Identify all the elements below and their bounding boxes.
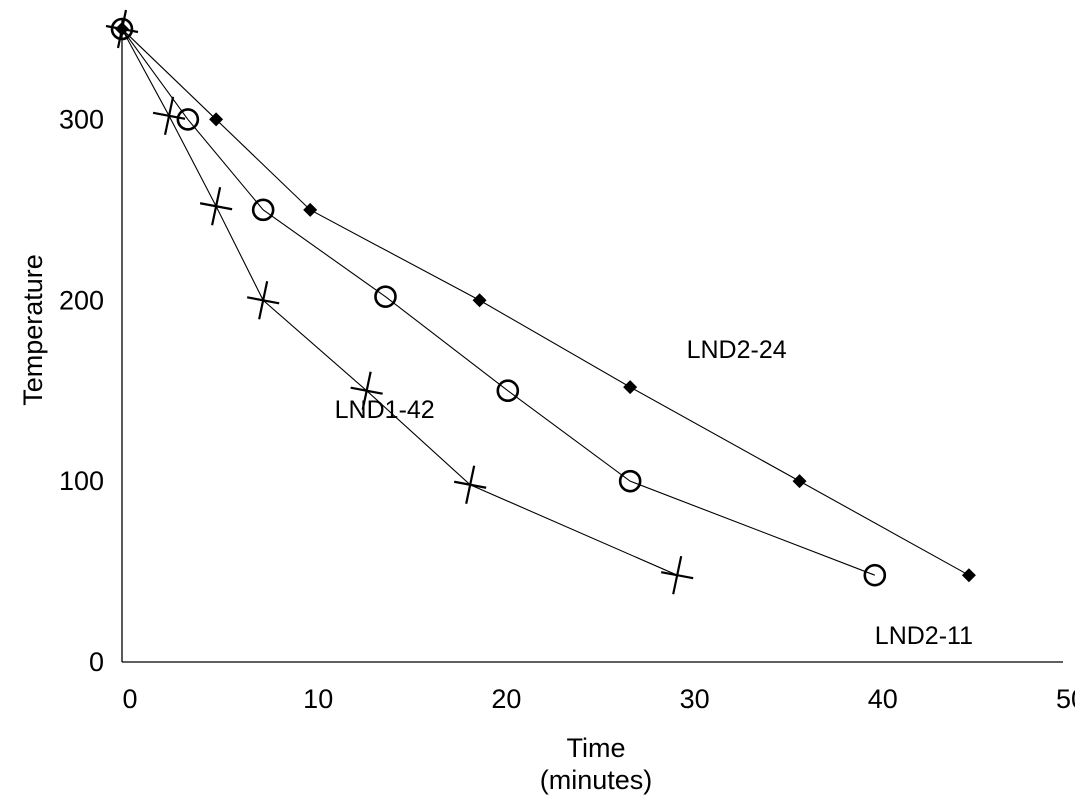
series-line — [121, 28, 875, 576]
circle-marker — [863, 563, 887, 587]
diamond-marker — [209, 112, 224, 127]
x-axis-title-line1: Time — [567, 733, 626, 763]
annotations: LND2-24 LND1-42 LND2-11 — [335, 336, 973, 650]
x-cross-stroke — [258, 281, 269, 320]
y-tick-label: 0 — [89, 647, 104, 677]
annotation-label: LND1-42 — [335, 396, 435, 424]
x-tick-label: 10 — [303, 684, 333, 714]
diamond-marker — [623, 380, 638, 395]
x-cross-stroke — [163, 96, 175, 136]
diamond-marker — [303, 202, 318, 217]
x-tick-label: 30 — [680, 684, 710, 714]
x-tick-label: 40 — [868, 684, 898, 714]
series-line — [121, 28, 678, 576]
annotation-label: LND2-11 — [875, 622, 973, 650]
series-lines — [121, 28, 970, 576]
x-cross-marker — [246, 281, 280, 320]
circle-marker — [496, 379, 520, 403]
x-cross-marker — [152, 96, 186, 136]
axes — [121, 19, 1063, 663]
x-cross-marker — [199, 187, 233, 226]
circle-marker — [110, 17, 134, 41]
circle-marker — [176, 108, 200, 131]
series-line — [121, 28, 970, 576]
x-axis-title-line2: (minutes) — [540, 765, 653, 795]
x-cross-stroke — [465, 465, 476, 504]
y-tick-label: 200 — [59, 285, 104, 315]
x-cross-stroke — [211, 187, 222, 226]
x-cross-stroke — [361, 371, 372, 410]
x-cross-marker — [105, 9, 139, 49]
x-cross-marker — [350, 371, 383, 410]
circle-marker — [618, 469, 642, 493]
x-cross-marker — [660, 555, 694, 595]
x-tick-label: 20 — [491, 684, 521, 714]
y-axis-title: Temperature — [18, 254, 48, 406]
diamond-marker — [961, 568, 976, 583]
x-tick-label: 50 — [1056, 684, 1075, 714]
diamond-marker — [472, 293, 487, 308]
x-tick-labels: 0 10 20 30 40 50 — [122, 684, 1075, 714]
y-tick-labels: 0 100 200 300 — [59, 104, 104, 677]
x-cross-marker — [453, 465, 487, 504]
x-cross-stroke — [672, 555, 683, 595]
y-tick-label: 300 — [59, 104, 104, 134]
diamond-marker — [792, 474, 807, 489]
x-cross-stroke — [116, 9, 128, 49]
y-tick-label: 100 — [59, 466, 104, 496]
x-tick-label: 0 — [122, 684, 137, 714]
circle-marker — [251, 198, 275, 222]
annotation-label: LND2-24 — [687, 336, 787, 364]
circle-marker — [374, 285, 397, 308]
series-markers — [105, 9, 976, 595]
